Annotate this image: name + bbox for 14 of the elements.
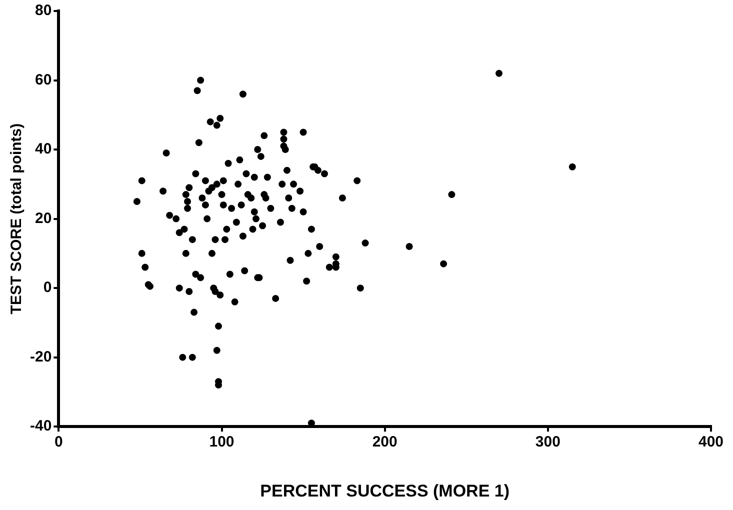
x-tick-label: 0 [54,434,63,451]
x-axis-title: PERCENT SUCCESS (MORE 1) [260,481,510,500]
x-tick-label: 300 [535,434,560,451]
y-tick-label: -40 [30,418,52,435]
y-tick-label: 40 [34,140,52,158]
y-tick-label: 20 [34,210,52,227]
y-tick-label: -20 [30,348,52,366]
y-axis-title: TEST SCORE (total points) [8,123,26,314]
x-tick-label: 400 [698,434,724,451]
x-tick-label: 100 [209,434,234,451]
y-tick-label: 80 [34,2,52,20]
y-tick-label: 60 [34,71,52,88]
x-tick-label: 200 [372,434,398,451]
y-tick-label: 0 [43,279,52,296]
